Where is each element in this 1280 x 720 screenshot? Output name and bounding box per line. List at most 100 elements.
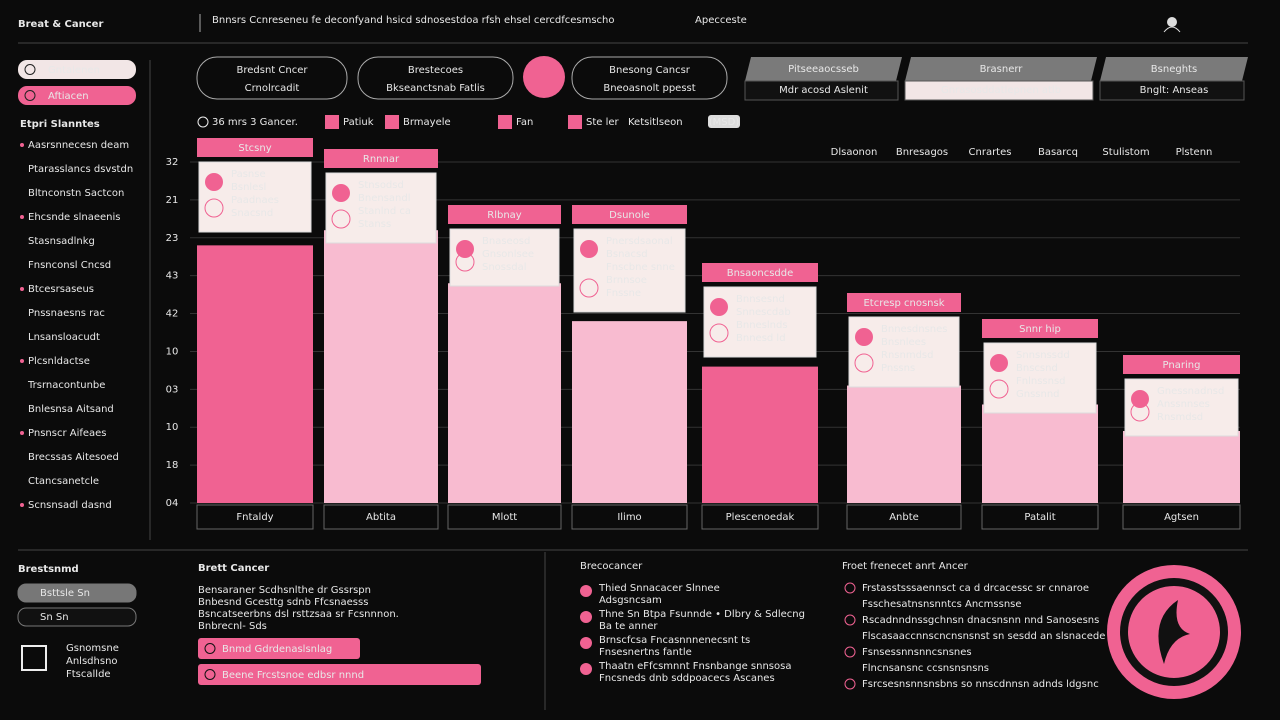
about-line: Bnbrecnl- Sds — [198, 621, 267, 632]
info-card — [703, 286, 817, 358]
card-line: Rnsmdsd — [1157, 412, 1203, 423]
sidebar-button-label[interactable]: Gntalenen — [48, 65, 100, 76]
info-card — [198, 161, 312, 233]
brand-button-label[interactable]: Sn Sn — [40, 612, 69, 623]
sidebar-item[interactable]: Fnsnconsl Cncsd — [28, 260, 111, 271]
gray-tab[interactable] — [1100, 57, 1248, 81]
sidebar-item[interactable]: Aasrsnnecesn deam — [28, 140, 129, 151]
sidebar-item[interactable]: Brecssas Aitesoed — [28, 452, 119, 463]
news-line[interactable]: Fncsneds dnb sddpoacecs Ascanes — [599, 673, 775, 684]
bar-header — [324, 149, 438, 168]
news-line[interactable]: Fnsesnertns fantle — [599, 647, 692, 658]
sidebar-item[interactable]: Btcesrsaseus — [28, 284, 94, 295]
y-tick-label: 10 — [166, 422, 179, 433]
sidebar-button[interactable] — [18, 86, 136, 105]
sidebar-item[interactable]: Stasnsadlnkg — [28, 236, 95, 247]
news-line[interactable]: Ba te anner — [599, 621, 658, 632]
column-header: Cnrartes — [969, 147, 1012, 158]
header-tag[interactable]: Apecceste — [695, 15, 747, 26]
bar — [324, 230, 438, 503]
news-line[interactable]: Thaatn eFfcsmnnt Fnsnbange snnsosa — [598, 661, 791, 672]
user-icon[interactable] — [1163, 17, 1181, 33]
y-tick-label: 21 — [166, 195, 179, 206]
card-line: Fnscbne snne — [606, 262, 675, 273]
y-tick-label: 32 — [166, 157, 179, 168]
legend-swatch — [325, 115, 339, 129]
legend-label[interactable]: Fan — [516, 117, 533, 128]
y-tick-label: 43 — [166, 271, 179, 282]
about-button[interactable] — [198, 638, 360, 659]
card-icon — [989, 379, 1009, 399]
fact-line: Rscadnndnssgchnsn dnacsnsnn nnd Sanosesn… — [862, 615, 1099, 626]
card-icon — [1130, 402, 1150, 422]
card-icon — [205, 173, 223, 191]
legend-label[interactable]: Patiuk — [343, 117, 374, 128]
card-line: Bnaseosd — [482, 236, 530, 247]
gray-tab[interactable] — [905, 57, 1097, 81]
sidebar-item[interactable]: Trsrnacontunbe — [27, 380, 105, 391]
sidebar-item[interactable]: Scnsnsadl dasnd — [28, 500, 112, 511]
fact-line: Fsrcsesnsnnsnsbns so nnscdnnsn adnds ldg… — [862, 679, 1099, 690]
category-box — [196, 504, 314, 530]
gray-tab-title: Brasnerr — [980, 64, 1024, 75]
sidebar-item[interactable]: Lnsansloacudt — [28, 332, 100, 343]
sidebar-heading: Etpri Slanntes — [20, 119, 100, 130]
about-button-label[interactable]: Beene Frcstsnoe edbsr nnnd — [222, 670, 364, 681]
sidebar-item[interactable]: Plcsnldactse — [28, 356, 90, 367]
tab-subtitle: Bkseanctsnab Fatlis — [386, 83, 485, 94]
button-icon — [24, 64, 36, 75]
brand-button-label[interactable]: Bsttsle Sn — [40, 588, 90, 599]
card-icon — [710, 298, 728, 316]
news-line[interactable]: Brnscfcsa Fncasnnnenecsnt ts — [599, 635, 750, 646]
tab[interactable] — [196, 56, 348, 100]
legend-swatch — [498, 115, 512, 129]
news-line[interactable]: Thied Snnacacer Slnnee — [598, 583, 720, 594]
brand-logo — [21, 645, 47, 671]
sidebar-item[interactable]: Ctancsanetcle — [28, 476, 99, 487]
about-button[interactable] — [198, 664, 481, 685]
about-line: Bsncatseerbns dsl rsttzsaa sr Fcsnnnon. — [198, 609, 399, 620]
card-line: Pnssns — [881, 363, 915, 374]
fact-bullet — [844, 646, 856, 658]
about-title: Brett Cancer — [198, 563, 269, 574]
fact-line: Fsnsessnnsnncsnsnes — [862, 647, 972, 658]
card-line: Paadnaes — [231, 195, 279, 206]
y-tick-label: 18 — [166, 460, 179, 471]
fact-line: Frstasstsssaennsct ca d drcacessc sr cnn… — [862, 583, 1089, 594]
sidebar-item[interactable]: Pnsnscr Aifeaes — [28, 428, 107, 439]
news-line[interactable]: Adsgsncsam — [599, 595, 662, 606]
about-line: Bensaraner Scdhsnlthe dr Gssrspn — [198, 585, 371, 596]
legend-label[interactable]: Ste ler — [586, 117, 620, 128]
card-line: Pasnse — [231, 169, 266, 180]
ribbon-icon — [1158, 600, 1190, 664]
about-button-label[interactable]: Bnmd Gdrdenaslsnlag — [222, 644, 332, 655]
brand-button[interactable] — [17, 583, 137, 603]
fact-line: Flncnsansnc ccsnsnsnsns — [862, 663, 989, 674]
category-box — [701, 504, 819, 530]
brand-line: Ftscallde — [66, 669, 111, 680]
app-title: Breat & Cancer — [18, 19, 103, 30]
card-line: Snnescdab — [736, 307, 791, 318]
sidebar-item[interactable]: Ehcsnde slnaeenis — [28, 212, 120, 223]
tab[interactable] — [357, 56, 514, 100]
card-icon — [1131, 390, 1149, 408]
sidebar-item[interactable]: Ptarasslancs dsvstdn — [28, 164, 133, 175]
gray-tab[interactable] — [745, 57, 902, 81]
tab[interactable] — [571, 56, 728, 100]
card-line: Fnssne — [606, 288, 641, 299]
news-line[interactable]: Thne Sn Btpa Fsunnde • Dlbry & Sdlecng — [598, 609, 805, 620]
chart-title: 36 mrs 3 Gancer. — [212, 117, 298, 128]
bar — [448, 283, 561, 503]
bar — [197, 245, 313, 503]
sidebar-button[interactable] — [18, 60, 136, 79]
sidebar-item[interactable]: Pnssnaesns rac — [28, 308, 105, 319]
news-bullet — [580, 585, 592, 597]
sidebar-button-label[interactable]: Aftiacen — [48, 91, 89, 102]
brand-button[interactable] — [17, 607, 137, 627]
tab-logo[interactable] — [523, 56, 565, 98]
sidebar-item[interactable]: Bltnconstn Sactcon — [28, 188, 124, 199]
legend-label[interactable]: Brmayele — [403, 117, 451, 128]
sidebar-item[interactable]: Bnlesnsa Aitsand — [28, 404, 114, 415]
card-icon — [332, 184, 350, 202]
card-icon — [580, 240, 598, 258]
